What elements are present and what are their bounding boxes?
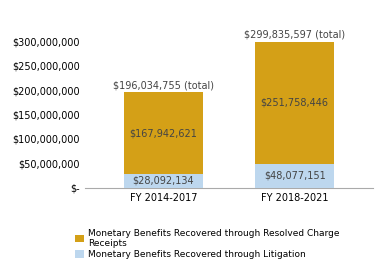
- Text: $28,092,134: $28,092,134: [133, 176, 194, 186]
- Text: $196,034,755 (total): $196,034,755 (total): [113, 80, 214, 90]
- Bar: [124, 92, 203, 174]
- Text: $167,942,621: $167,942,621: [129, 128, 198, 138]
- Text: $251,758,446: $251,758,446: [261, 98, 329, 108]
- Bar: [124, 174, 203, 188]
- Bar: [255, 42, 334, 164]
- Text: $48,077,151: $48,077,151: [264, 171, 326, 181]
- Bar: [255, 164, 334, 188]
- Legend: Monetary Benefits Recovered through Resolved Charge
Receipts, Monetary Benefits : Monetary Benefits Recovered through Reso…: [75, 229, 340, 259]
- Text: $299,835,597 (total): $299,835,597 (total): [244, 30, 345, 40]
